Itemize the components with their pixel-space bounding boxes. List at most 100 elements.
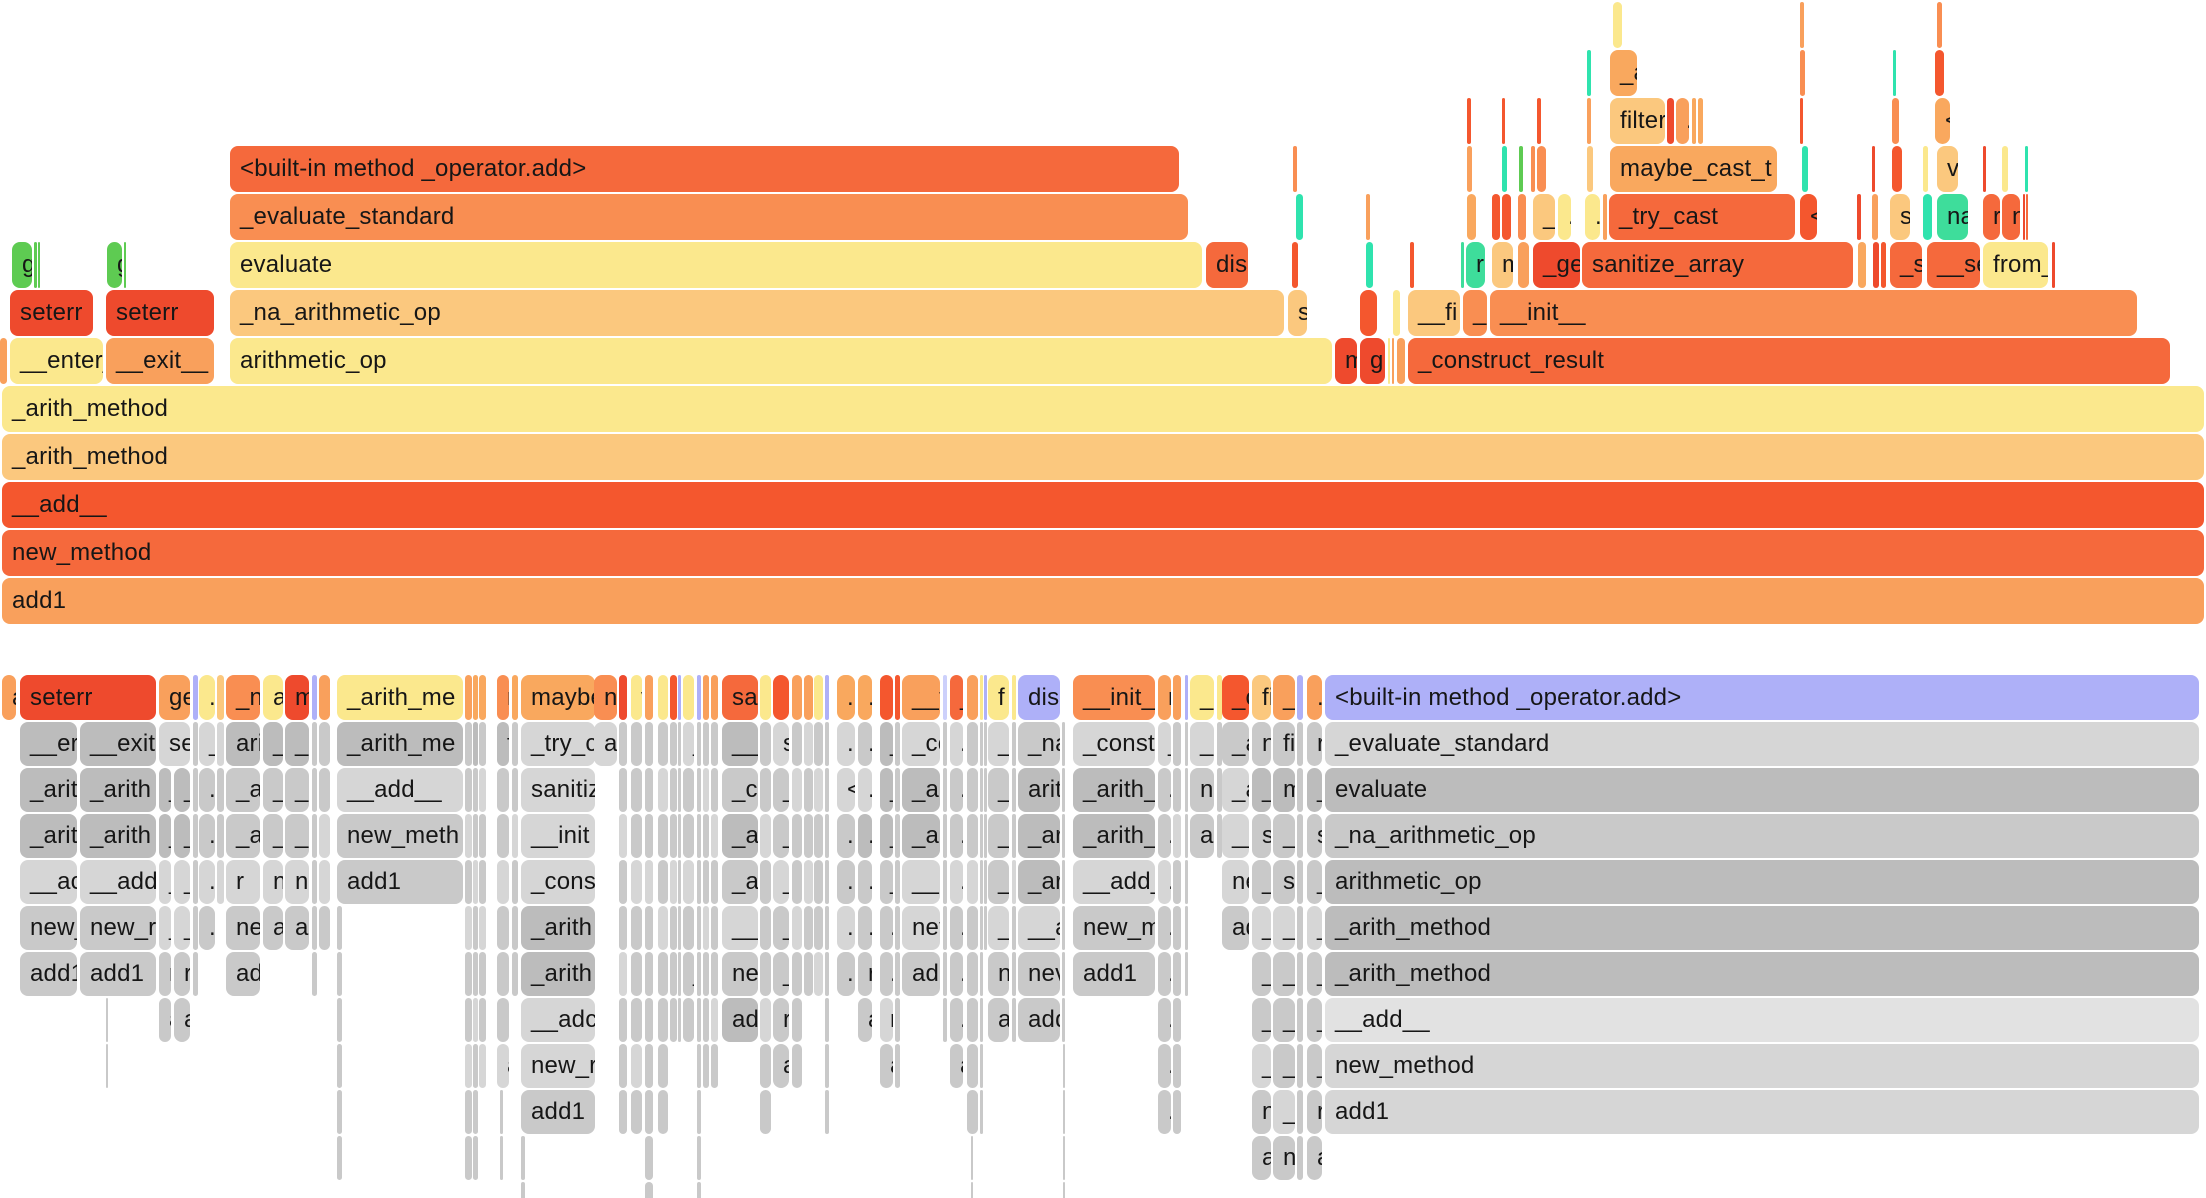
flame-frame[interactable] (1587, 146, 1593, 192)
caller-frame-cell[interactable]: _ (1252, 860, 1271, 904)
caller-frame-cell[interactable] (1012, 906, 1016, 950)
caller-frame-cell[interactable] (984, 860, 987, 904)
flame-frame[interactable]: _ (1533, 194, 1555, 240)
caller-frame-cell[interactable] (645, 860, 653, 904)
caller-frame-cell[interactable] (217, 814, 224, 858)
caller-frame-cell[interactable] (825, 860, 829, 904)
caller-frame-cell[interactable] (670, 952, 677, 996)
caller-frame-cell[interactable]: . (479, 998, 486, 1042)
caller-frame-cell[interactable] (217, 722, 224, 766)
caller-frame-cell[interactable] (645, 768, 653, 812)
caller-frame-cell[interactable]: a (950, 1044, 963, 1088)
caller-frame-cell[interactable]: _ (159, 814, 171, 858)
caller-frame-cell[interactable]: . (497, 998, 509, 1042)
caller-frame-cell[interactable]: . (804, 814, 813, 858)
caller-frame-cell[interactable]: . (1173, 998, 1181, 1042)
caller-frame-cell[interactable]: . (465, 722, 472, 766)
caller-frame-cell[interactable]: _ (159, 906, 171, 950)
flame-frame[interactable] (1923, 194, 1932, 240)
flame-frame[interactable]: filter (1610, 98, 1665, 144)
caller-frame-cell[interactable]: . (804, 860, 813, 904)
caller-frame-cell[interactable]: a (1252, 1136, 1271, 1180)
leaf-frame-header[interactable] (473, 675, 478, 720)
caller-frame-cell[interactable] (825, 768, 829, 812)
flame-frame[interactable] (1388, 338, 1390, 384)
caller-frame-cell[interactable]: . (465, 768, 472, 812)
caller-frame-cell[interactable]: new_ (20, 906, 77, 950)
leaf-frame-header[interactable]: . (319, 675, 330, 720)
leaf-frame-header[interactable]: m (285, 675, 309, 720)
caller-frame-cell[interactable]: _ (174, 860, 190, 904)
caller-frame-cell[interactable]: _ar (1018, 814, 1060, 858)
flame-frame[interactable]: __se (1927, 242, 1980, 288)
caller-frame-cell[interactable]: . (760, 814, 771, 858)
caller-frame-cell[interactable]: _ (988, 906, 1009, 950)
caller-frame-cell[interactable]: _ (174, 906, 190, 950)
flame-frame[interactable]: <built-in method _operator.add> (230, 146, 1179, 192)
caller-frame-cell[interactable] (106, 998, 108, 1042)
flame-frame[interactable] (1502, 194, 1511, 240)
caller-frame-cell[interactable]: . (1158, 906, 1171, 950)
caller-frame-cell[interactable] (697, 768, 701, 812)
caller-frame-cell[interactable] (703, 722, 709, 766)
caller-frame-cell[interactable] (895, 906, 900, 950)
caller-frame-cell[interactable]: _arith (521, 952, 595, 996)
caller-frame-cell[interactable]: . (658, 1090, 668, 1134)
caller-frame-cell[interactable]: . (1173, 768, 1181, 812)
leaf-frame-header[interactable] (312, 675, 317, 720)
leaf-frame-header[interactable]: _ (1190, 675, 1214, 720)
flame-frame[interactable]: _ge (1533, 242, 1580, 288)
caller-frame-cell[interactable]: _ (773, 906, 789, 950)
flame-frame[interactable] (1858, 242, 1866, 288)
caller-frame-cell[interactable]: __ac (20, 860, 77, 904)
flame-frame[interactable] (2052, 242, 2055, 288)
caller-frame-cell[interactable]: ne (1222, 860, 1249, 904)
caller-frame-cell[interactable]: _ (988, 722, 1009, 766)
flame-frame[interactable] (1613, 2, 1622, 48)
flame-frame[interactable] (1800, 98, 1803, 144)
caller-frame-cell[interactable] (980, 722, 983, 766)
caller-frame-cell[interactable]: _a (1222, 722, 1249, 766)
caller-frame-cell[interactable]: __add_ (1073, 860, 1155, 904)
caller-frame-cell[interactable]: f (497, 722, 509, 766)
caller-frame-cell[interactable]: . (837, 814, 855, 858)
caller-frame-cell[interactable] (980, 1044, 983, 1088)
caller-frame-cell[interactable]: __exit (80, 722, 156, 766)
caller-frame-cell[interactable]: . (631, 906, 642, 950)
flame-frame[interactable]: _try_cast (1609, 194, 1795, 240)
flame-frame[interactable] (1881, 242, 1886, 288)
caller-frame-cell[interactable] (895, 952, 900, 996)
caller-frame-cell[interactable] (703, 952, 709, 996)
caller-frame-cell[interactable]: . (1173, 906, 1181, 950)
flame-frame[interactable] (1467, 98, 1471, 144)
leaf-frame-header[interactable] (670, 675, 677, 720)
caller-frame-cell[interactable] (984, 814, 987, 858)
flame-frame[interactable] (1537, 146, 1546, 192)
leaf-frame-header[interactable]: _arith_me (337, 675, 463, 720)
caller-frame-cell[interactable] (703, 768, 709, 812)
leaf-frame-header[interactable]: . (199, 675, 215, 720)
leaf-frame-header[interactable]: fi (1252, 675, 1271, 720)
flame-frame[interactable]: na (1937, 194, 1968, 240)
leaf-frame-header[interactable]: _n (226, 675, 260, 720)
caller-frame-cell[interactable] (312, 860, 317, 904)
leaf-frame-header[interactable]: _ (1273, 675, 1295, 720)
caller-frame-cell[interactable]: s (1273, 860, 1295, 904)
caller-frame-cell[interactable] (473, 952, 478, 996)
caller-frame-cell[interactable] (1062, 768, 1065, 812)
leaf-frame-header[interactable]: sa (722, 675, 758, 720)
caller-frame-cell[interactable] (670, 906, 677, 950)
caller-frame-cell[interactable]: . (199, 860, 215, 904)
caller-frame-cell[interactable]: _a (285, 768, 309, 812)
caller-frame-cell[interactable]: _ (1158, 722, 1171, 766)
flame-frame[interactable] (1603, 194, 1607, 240)
caller-frame-cell[interactable]: r (858, 952, 872, 996)
caller-frame-cell[interactable]: new_meth (337, 814, 463, 858)
caller-frame-cell[interactable]: _ (263, 722, 283, 766)
flame-frame[interactable]: _arith_method (2, 434, 2204, 480)
flame-frame[interactable]: g (1360, 338, 1385, 384)
caller-frame-cell[interactable]: . (967, 952, 978, 996)
caller-frame-cell[interactable]: a (174, 998, 190, 1042)
caller-frame-cell[interactable] (619, 860, 627, 904)
flame-frame[interactable] (1537, 98, 1541, 144)
